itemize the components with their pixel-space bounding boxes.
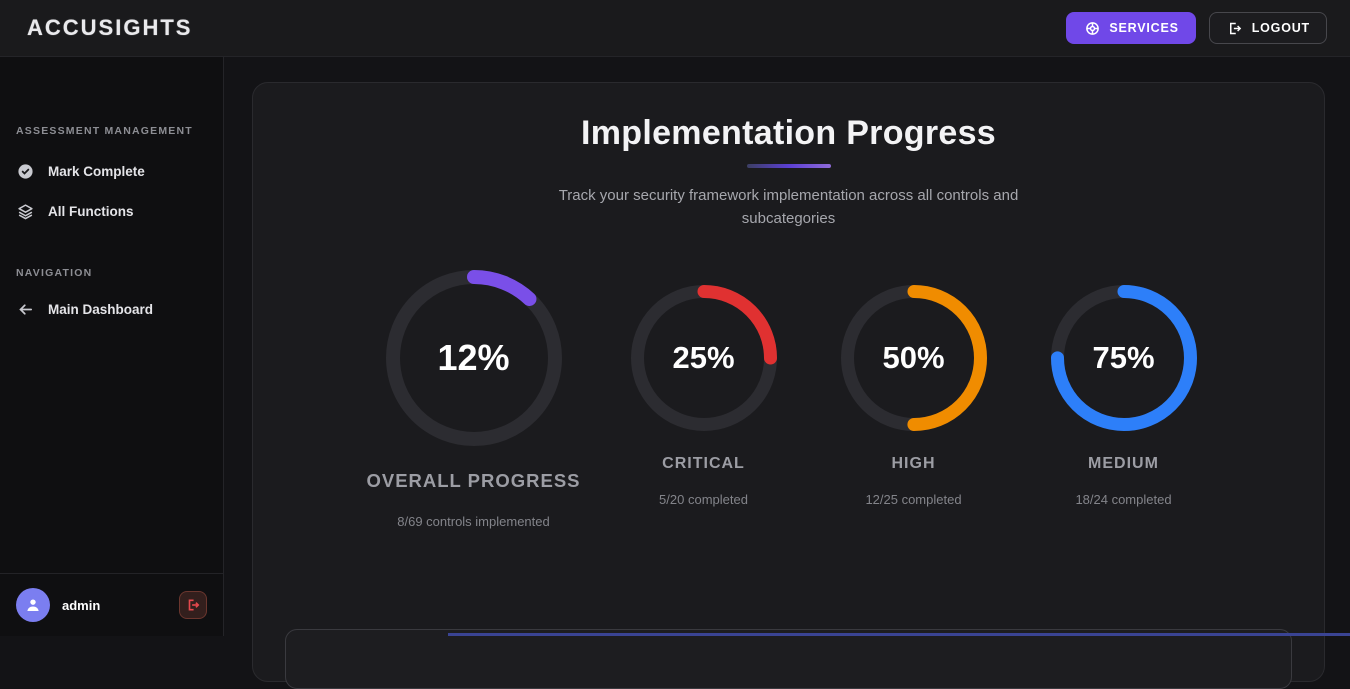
user-name: admin bbox=[62, 598, 100, 613]
progress-rings: 12% OVERALL PROGRESS 8/69 controls impleme… bbox=[253, 270, 1324, 529]
ring-label: OVERALL PROGRESS bbox=[366, 470, 580, 492]
user-panel: admin bbox=[0, 573, 223, 636]
sidebar-item-main-dashboard[interactable]: Main Dashboard bbox=[0, 289, 223, 329]
logout-icon bbox=[1226, 19, 1244, 37]
arrow-left-icon bbox=[16, 300, 34, 318]
page-subtitle: Track your security framework implementa… bbox=[529, 184, 1049, 230]
main-content: Implementation Progress Track your secur… bbox=[224, 57, 1350, 636]
page-title: Implementation Progress bbox=[253, 114, 1324, 153]
ring-percent: 25% bbox=[631, 285, 777, 431]
services-gauge-icon bbox=[1083, 19, 1101, 37]
logout-button[interactable]: LOGOUT bbox=[1209, 12, 1327, 44]
ring-detail: 12/25 completed bbox=[865, 492, 961, 507]
donut-chart: 75% bbox=[1051, 285, 1197, 431]
ring-detail: 18/24 completed bbox=[1075, 492, 1171, 507]
app-logo: ACCUSIGHTS bbox=[27, 15, 192, 41]
ring-detail: 8/69 controls implemented bbox=[397, 514, 549, 529]
ring-label: CRITICAL bbox=[662, 455, 745, 473]
sidebar-item-mark-complete[interactable]: Mark Complete bbox=[0, 151, 223, 191]
logout-button-label: LOGOUT bbox=[1252, 21, 1310, 35]
sidebar-item-label: All Functions bbox=[48, 204, 134, 219]
ring-percent: 12% bbox=[386, 270, 562, 446]
check-circle-icon bbox=[16, 162, 34, 180]
sidebar-item-label: Main Dashboard bbox=[48, 302, 153, 317]
progress-ring-overall-progress: 12% OVERALL PROGRESS 8/69 controls impleme… bbox=[364, 270, 584, 529]
implementation-progress-card: Implementation Progress Track your secur… bbox=[252, 82, 1325, 682]
donut-chart: 12% bbox=[386, 270, 562, 446]
title-underline bbox=[747, 164, 831, 168]
ring-label: HIGH bbox=[892, 455, 936, 473]
sidebar-section-assessment-management: ASSESSMENT MANAGEMENT bbox=[0, 125, 223, 137]
navbar-actions: SERVICES LOGOUT bbox=[1066, 12, 1327, 44]
layers-icon bbox=[16, 202, 34, 220]
next-section-card bbox=[285, 629, 1292, 689]
sidebar-section-navigation: NAVIGATION bbox=[0, 267, 223, 279]
top-navbar: ACCUSIGHTS SERVICES LOGOUT bbox=[0, 0, 1350, 57]
ring-percent: 50% bbox=[841, 285, 987, 431]
progress-ring-high: 50% HIGH 12/25 completed bbox=[824, 285, 1004, 507]
sidebar-item-label: Mark Complete bbox=[48, 164, 145, 179]
ring-label: MEDIUM bbox=[1088, 455, 1159, 473]
donut-chart: 25% bbox=[631, 285, 777, 431]
ring-detail: 5/20 completed bbox=[659, 492, 748, 507]
ring-percent: 75% bbox=[1051, 285, 1197, 431]
donut-chart: 50% bbox=[841, 285, 987, 431]
progress-ring-medium: 75% MEDIUM 18/24 completed bbox=[1034, 285, 1214, 507]
sidebar: ASSESSMENT MANAGEMENT Mark Complete All … bbox=[0, 57, 224, 636]
user-avatar-icon bbox=[16, 588, 50, 622]
sidebar-item-all-functions[interactable]: All Functions bbox=[0, 191, 223, 231]
services-button[interactable]: SERVICES bbox=[1066, 12, 1195, 44]
progress-ring-critical: 25% CRITICAL 5/20 completed bbox=[614, 285, 794, 507]
services-button-label: SERVICES bbox=[1109, 21, 1178, 35]
logout-red-icon bbox=[186, 598, 200, 612]
sidebar-logout-button[interactable] bbox=[179, 591, 207, 619]
